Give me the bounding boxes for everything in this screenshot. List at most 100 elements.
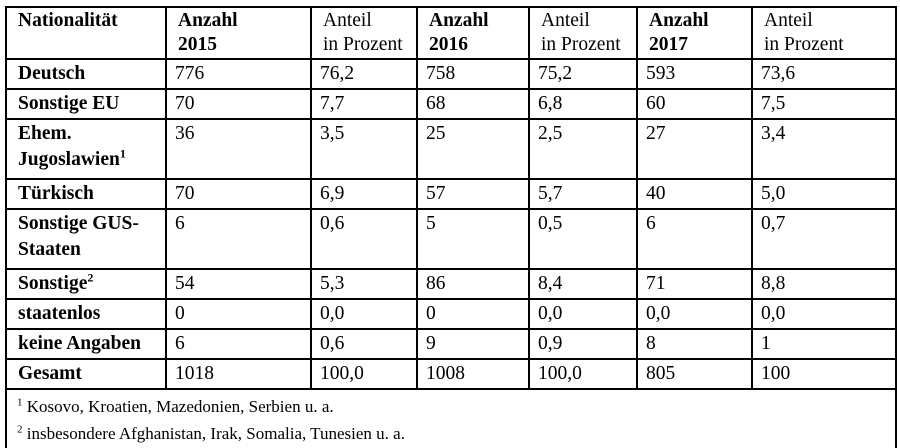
table-cell: 0,6 — [310, 208, 418, 270]
table-cell: 100 — [751, 358, 897, 390]
row-label: Sonstige2 — [5, 268, 167, 300]
column-header-anteil-2015: Anteil in Prozent — [310, 6, 418, 60]
table-cell: 3,5 — [310, 118, 418, 180]
table-cell: 0,9 — [528, 328, 638, 360]
footnote-text: Kosovo, Kroatien, Mazedonien, Serbien u.… — [26, 397, 334, 416]
row-label: Sonstige GUS- Staaten — [5, 208, 167, 270]
table-cell: 0,7 — [751, 208, 897, 270]
table-cell: 71 — [636, 268, 753, 300]
table-cell: 70 — [165, 88, 312, 120]
table-cell: 36 — [165, 118, 312, 180]
table-cell: 25 — [416, 118, 530, 180]
header-line: Anteil — [323, 10, 372, 31]
footnote-text: insbesondere Afghanistan, Irak, Somalia,… — [26, 424, 405, 443]
table-cell: 805 — [636, 358, 753, 390]
footnote-marker: 1 — [119, 146, 126, 161]
table-row-sonstige-eu: Sonstige EU 70 7,7 68 6,8 60 7,5 — [5, 88, 897, 120]
table-cell: 6 — [165, 208, 312, 270]
table-row-gesamt: Gesamt 1018 100,0 1008 100,0 805 100 — [5, 358, 897, 390]
row-label-line: Ehem. — [18, 123, 72, 144]
table-cell: 7,5 — [751, 88, 897, 120]
table-cell: 776 — [165, 58, 312, 90]
table-cell: 2,5 — [528, 118, 638, 180]
table-row-tuerkisch: Türkisch 70 6,9 57 5,7 40 5,0 — [5, 178, 897, 210]
table-cell: 57 — [416, 178, 530, 210]
header-line: Anzahl — [429, 10, 489, 31]
column-header-nationalitaet: Nationalität — [5, 6, 167, 60]
table-cell: 1008 — [416, 358, 530, 390]
column-header-anteil-2017: Anteil in Prozent — [751, 6, 897, 60]
table-cell: 54 — [165, 268, 312, 300]
footnote-marker: 2 — [87, 270, 94, 285]
row-label-line: Jugoslawien — [18, 149, 120, 170]
footnotes-cell: 1 Kosovo, Kroatien, Mazedonien, Serbien … — [5, 388, 897, 448]
table-cell: 86 — [416, 268, 530, 300]
table-cell: 8 — [636, 328, 753, 360]
table-cell: 0,6 — [310, 328, 418, 360]
table-cell: 1018 — [165, 358, 312, 390]
footnote-marker: 1 — [17, 396, 23, 409]
table-cell: 8,8 — [751, 268, 897, 300]
column-header-anzahl-2017: Anzahl 2017 — [636, 6, 753, 60]
header-line: in Prozent — [323, 34, 403, 55]
row-label: keine Angaben — [5, 328, 167, 360]
column-header-anteil-2016: Anteil in Prozent — [528, 6, 638, 60]
table-cell: 100,0 — [310, 358, 418, 390]
table-cell: 6,9 — [310, 178, 418, 210]
table-cell: 5 — [416, 208, 530, 270]
table-cell: 7,7 — [310, 88, 418, 120]
table-cell: 758 — [416, 58, 530, 90]
column-header-anzahl-2016: Anzahl 2016 — [416, 6, 530, 60]
table-cell: 0,0 — [751, 298, 897, 330]
table-cell: 0 — [416, 298, 530, 330]
row-label: Sonstige EU — [5, 88, 167, 120]
table-cell: 100,0 — [528, 358, 638, 390]
table-cell: 0,0 — [310, 298, 418, 330]
header-line: Anteil — [541, 10, 590, 31]
table-cell: 0,0 — [528, 298, 638, 330]
table-cell: 0 — [165, 298, 312, 330]
table-cell: 73,6 — [751, 58, 897, 90]
table-cell: 1 — [751, 328, 897, 360]
table-cell: 9 — [416, 328, 530, 360]
table-header-row: Nationalität Anzahl 2015 Anteil in Prozent… — [5, 6, 897, 60]
table-cell: 5,7 — [528, 178, 638, 210]
header-line: Anzahl — [178, 10, 238, 31]
table-cell: 5,0 — [751, 178, 897, 210]
row-label-line: Staaten — [18, 239, 81, 260]
table-row-staatenlos: staatenlos 0 0,0 0 0,0 0,0 0,0 — [5, 298, 897, 330]
header-line: in Prozent — [764, 34, 844, 55]
table-cell: 68 — [416, 88, 530, 120]
row-label: Deutsch — [5, 58, 167, 90]
table-cell: 27 — [636, 118, 753, 180]
table-cell: 593 — [636, 58, 753, 90]
row-label: Türkisch — [5, 178, 167, 210]
table-cell: 3,4 — [751, 118, 897, 180]
table-row-ehem-jugoslawien: Ehem. Jugoslawien1 36 3,5 25 2,5 27 3,4 — [5, 118, 897, 180]
nationality-table: Nationalität Anzahl 2015 Anteil in Prozent… — [5, 6, 897, 448]
header-line: Anteil — [764, 10, 813, 31]
header-line: 2016 — [429, 34, 468, 55]
header-line: 2017 — [649, 34, 688, 55]
footnotes-row: 1 Kosovo, Kroatien, Mazedonien, Serbien … — [5, 388, 897, 448]
table-cell: 40 — [636, 178, 753, 210]
header-line: Anzahl — [649, 10, 709, 31]
row-label: Gesamt — [5, 358, 167, 390]
table-cell: 70 — [165, 178, 312, 210]
row-label-line: Sonstige — [18, 273, 88, 294]
column-header-anzahl-2015: Anzahl 2015 — [165, 6, 312, 60]
table-row-deutsch: Deutsch 776 76,2 758 75,2 593 73,6 — [5, 58, 897, 90]
table-cell: 5,3 — [310, 268, 418, 300]
table-cell: 8,4 — [528, 268, 638, 300]
row-label: Ehem. Jugoslawien1 — [5, 118, 167, 180]
header-line: 2015 — [178, 34, 217, 55]
table-cell: 0,5 — [528, 208, 638, 270]
table-cell: 6 — [636, 208, 753, 270]
table-cell: 76,2 — [310, 58, 418, 90]
footnote-marker: 2 — [17, 423, 23, 436]
row-label: staatenlos — [5, 298, 167, 330]
header-line: in Prozent — [541, 34, 621, 55]
header-line: Nationalität — [18, 10, 118, 31]
table-cell: 6,8 — [528, 88, 638, 120]
